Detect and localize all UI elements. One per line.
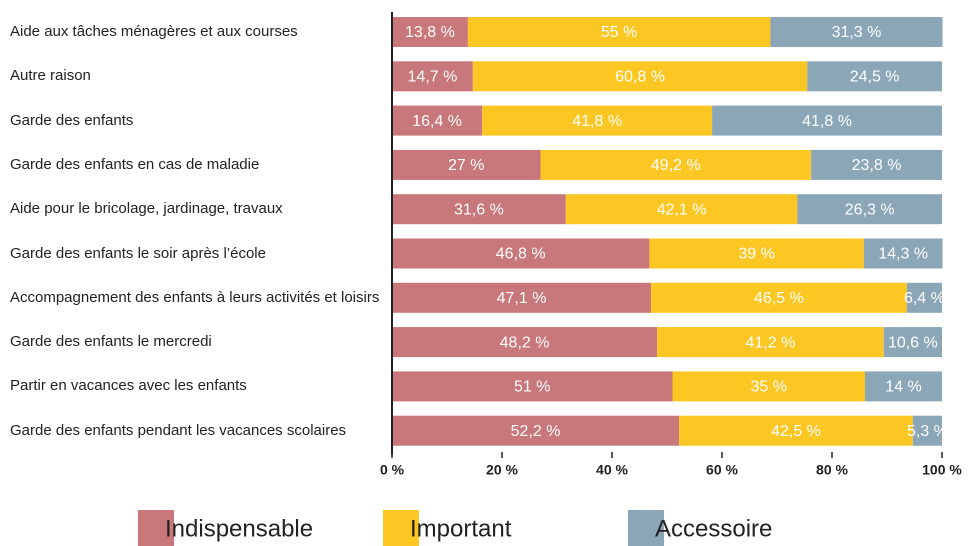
legend-swatch: [138, 510, 174, 546]
data-label: 41,8 %: [572, 113, 622, 130]
data-label: 47,1 %: [497, 290, 547, 307]
x-tick-label: 100 %: [922, 462, 962, 478]
bar-segment: [392, 194, 566, 225]
bar-segment: [392, 371, 673, 402]
bar-segment: [392, 415, 680, 446]
bar-segment: [770, 17, 943, 47]
data-label: 60,8 %: [615, 69, 665, 86]
bar-segment: [797, 194, 942, 225]
data-label: 31,3 %: [832, 24, 882, 41]
data-label: 46,8 %: [496, 246, 546, 263]
bar-segment: [392, 105, 483, 136]
bar-segment: [883, 327, 942, 358]
legend-swatch: [383, 510, 419, 546]
bar-segment: [472, 61, 808, 92]
bar-segment: [392, 282, 652, 313]
legend-label: Accessoire: [655, 515, 772, 542]
data-label: 6,4 %: [904, 290, 945, 307]
x-tick-label: 20 %: [486, 462, 518, 478]
bar-segment: [679, 415, 913, 446]
data-label: 51 %: [514, 379, 550, 396]
category-label: Garde des enfants pendant les vacances s…: [10, 421, 347, 439]
bar-segment: [672, 371, 865, 402]
data-label: 48,2 %: [500, 334, 550, 351]
legend-swatch: [628, 510, 664, 546]
data-label: 31,6 %: [454, 201, 504, 218]
bar-segment: [392, 238, 650, 269]
x-tick-label: 80 %: [816, 462, 848, 478]
bar-segment: [392, 61, 473, 92]
bar-segment: [712, 105, 942, 136]
legend-label: Important: [410, 515, 512, 542]
data-label: 16,4 %: [412, 113, 462, 130]
data-label: 52,2 %: [511, 423, 561, 440]
data-label: 35 %: [751, 379, 787, 396]
data-label: 41,2 %: [745, 334, 795, 351]
data-label: 26,3 %: [845, 201, 895, 218]
bar-segment: [912, 415, 942, 446]
data-label: 41,8 %: [802, 113, 852, 130]
data-label: 13,8 %: [405, 24, 455, 41]
category-label: Autre raison: [10, 67, 91, 85]
category-label: Accompagnement des enfants à leurs activ…: [10, 288, 380, 306]
bar-segment: [649, 238, 864, 269]
category-label: Aide pour le bricolage, jardinage, trava…: [10, 200, 283, 218]
bar-segment: [657, 327, 884, 358]
data-label: 23,8 %: [852, 157, 902, 174]
bar-segment: [467, 17, 771, 47]
category-label: Garde des enfants: [10, 111, 134, 129]
bar-segment: [651, 282, 907, 313]
data-label: 27 %: [448, 157, 484, 174]
data-label: 14 %: [885, 379, 921, 396]
x-tick-label: 60 %: [706, 462, 738, 478]
bar-segment: [906, 282, 942, 313]
data-label: 14,7 %: [408, 69, 458, 86]
bar-segment: [811, 149, 942, 180]
data-label: 10,6 %: [888, 334, 938, 351]
bar-segment: [565, 194, 798, 225]
category-label: Garde des enfants en cas de maladie: [10, 155, 260, 173]
data-label: 24,5 %: [850, 69, 900, 86]
data-label: 5,3 %: [907, 423, 948, 440]
bar-segment: [392, 149, 541, 180]
data-label: 49,2 %: [651, 157, 701, 174]
data-label: 39 %: [738, 246, 774, 263]
category-label: Garde des enfants le mercredi: [10, 333, 212, 351]
bar-segment: [863, 238, 943, 269]
bar-segment: [482, 105, 713, 136]
bar-segment: [807, 61, 942, 92]
data-label: 46,5 %: [754, 290, 804, 307]
data-label: 42,1 %: [657, 201, 707, 218]
legend-label: Indispensable: [165, 515, 313, 542]
bar-segment: [392, 327, 658, 358]
data-label: 55 %: [601, 24, 637, 41]
x-tick-label: 40 %: [596, 462, 628, 478]
x-tick-label: 0 %: [380, 462, 405, 478]
data-label: 42,5 %: [771, 423, 821, 440]
bar-segment: [540, 149, 812, 180]
category-label: Aide aux tâches ménagères et aux courses: [10, 23, 298, 40]
bar-segment: [865, 371, 942, 402]
category-label: Garde des enfants le soir après l’école: [10, 244, 266, 262]
data-label: 14,3 %: [878, 246, 928, 263]
bar-segment: [392, 17, 468, 47]
category-label: Partir en vacances avec les enfants: [10, 377, 247, 395]
